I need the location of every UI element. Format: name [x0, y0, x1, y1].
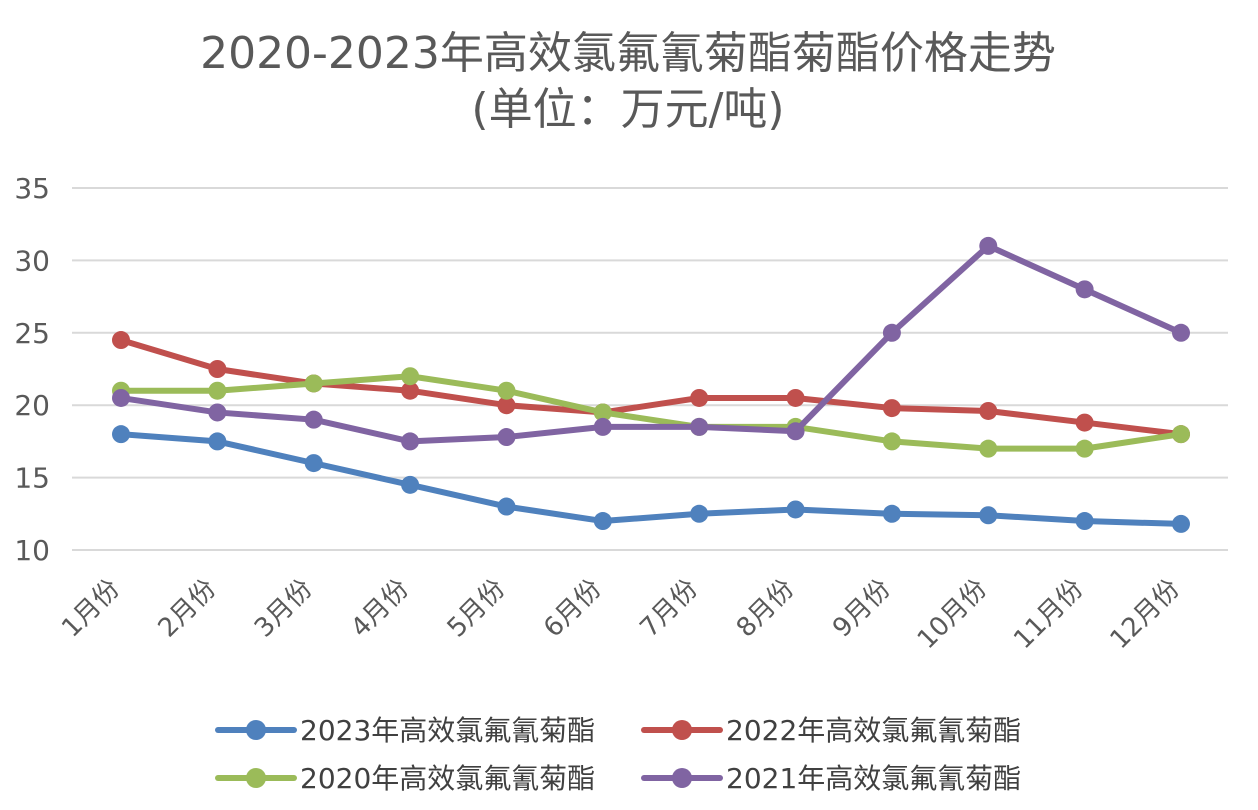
x-tick-label: 4月份: [345, 574, 415, 644]
series-4: [112, 236, 1190, 451]
x-tick-label: 11月份: [1008, 574, 1089, 655]
y-axis-ticks: 35 30 25 20 15 10: [14, 172, 50, 567]
data-point: [112, 331, 130, 350]
data-point: [497, 428, 516, 447]
legend-item: 2022年高效氯氟氰菊酯: [641, 714, 1021, 747]
legend: 2023年高效氯氟氰菊酯 2022年高效氯氟氰菊酯 2020年高效氯氟氰菊酯 2021…: [215, 714, 1021, 795]
series-1: [112, 425, 1190, 533]
data-point: [786, 388, 805, 407]
data-point: [497, 497, 516, 516]
legend-swatch-marker: [672, 768, 692, 788]
data-point: [208, 403, 227, 422]
data-point: [1075, 413, 1094, 432]
data-point: [1075, 512, 1094, 531]
data-point: [593, 417, 612, 436]
y-tick-label: 30: [14, 244, 50, 277]
series-line: [118, 373, 1184, 452]
data-point: [112, 388, 130, 407]
x-tick-label: 9月份: [827, 574, 897, 644]
data-point: [304, 374, 323, 393]
data-point: [1075, 439, 1094, 458]
x-tick-label: 12月份: [1105, 574, 1186, 655]
chart-subtitle: (单位：万元/吨): [471, 84, 784, 135]
data-point: [1075, 280, 1094, 299]
data-point: [401, 367, 420, 386]
series-line: [118, 431, 1184, 527]
x-tick-label: 10月份: [912, 574, 993, 655]
series-3: [112, 367, 1190, 458]
y-tick-label: 35: [14, 172, 50, 205]
y-tick-label: 25: [14, 317, 50, 350]
y-tick-label: 20: [14, 389, 50, 422]
y-tick-label: 15: [14, 462, 50, 495]
legend-item: 2021年高效氯氟氰菊酯: [641, 762, 1021, 795]
data-point: [401, 381, 420, 400]
series-line: [118, 337, 1184, 438]
data-point: [112, 425, 130, 444]
data-point: [882, 323, 901, 342]
x-axis-ticks: 1月份 2月份 3月份 4月份 5月份 6月份 7月份 8月份 9月份 10月份 11月份 12月份: [56, 574, 1186, 655]
data-point: [786, 422, 805, 441]
x-tick-label: 3月份: [249, 574, 319, 644]
data-point: [882, 432, 901, 451]
data-point: [690, 417, 709, 436]
data-point: [1172, 323, 1190, 342]
x-tick-label: 8月份: [731, 574, 801, 644]
data-point: [882, 399, 901, 418]
legend-item: 2023年高效氯氟氰菊酯: [215, 714, 595, 747]
y-tick-label: 10: [14, 534, 50, 567]
legend-swatch-marker: [246, 768, 266, 788]
data-point: [208, 432, 227, 451]
series-lines: [112, 236, 1190, 533]
x-tick-label: 6月份: [538, 574, 608, 644]
legend-swatch-marker: [246, 720, 266, 740]
data-point: [1172, 425, 1190, 444]
data-point: [401, 475, 420, 494]
data-point: [208, 381, 227, 400]
data-point: [979, 401, 998, 420]
x-tick-label: 5月份: [442, 574, 512, 644]
data-point: [497, 396, 516, 415]
series-line: [118, 242, 1184, 445]
x-tick-label: 1月份: [56, 574, 126, 644]
data-point: [979, 439, 998, 458]
data-point: [979, 236, 998, 255]
data-point: [690, 504, 709, 523]
data-point: [979, 506, 998, 525]
x-tick-label: 2月份: [153, 574, 223, 644]
data-point: [1172, 514, 1190, 533]
data-point: [786, 500, 805, 519]
data-point: [401, 432, 420, 451]
chart-title: 2020-2023年高效氯氟氰菊酯菊酯价格走势: [200, 28, 1056, 79]
legend-item: 2020年高效氯氟氰菊酯: [215, 762, 595, 795]
data-point: [690, 388, 709, 407]
data-point: [208, 360, 227, 378]
x-tick-label: 7月份: [634, 574, 704, 644]
data-point: [304, 410, 323, 429]
data-point: [497, 381, 516, 400]
data-point: [304, 454, 323, 473]
legend-label: 2022年高效氯氟氰菊酯: [726, 714, 1021, 747]
data-point: [882, 504, 901, 523]
legend-label: 2020年高效氯氟氰菊酯: [300, 762, 595, 795]
data-point: [593, 512, 612, 531]
legend-label: 2021年高效氯氟氰菊酯: [726, 762, 1021, 795]
gridlines: [72, 187, 1228, 551]
legend-label: 2023年高效氯氟氰菊酯: [300, 714, 595, 747]
legend-swatch-marker: [672, 720, 692, 740]
data-point: [593, 403, 612, 422]
